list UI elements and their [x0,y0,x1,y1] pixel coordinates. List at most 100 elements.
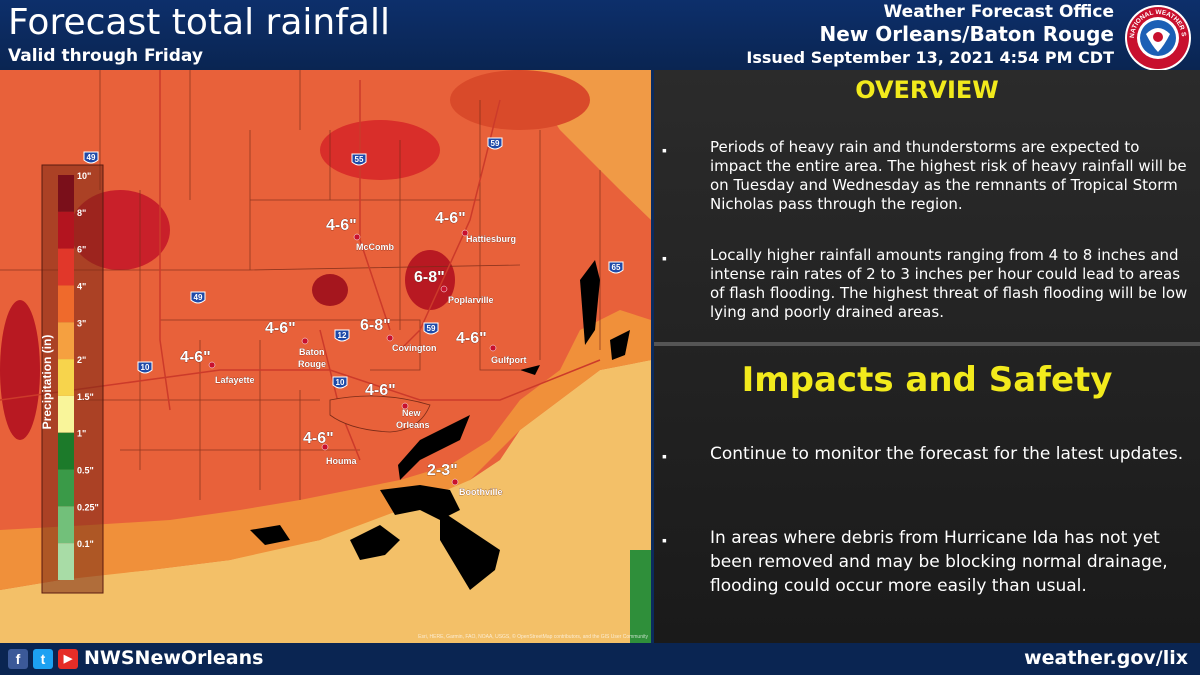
facebook-icon[interactable]: f [8,649,28,669]
svg-text:59: 59 [427,324,436,333]
legend-label: 1.5" [77,392,94,402]
impacts-title: Impacts and Safety [741,360,1113,400]
legend-swatch [58,359,74,396]
hotspot [450,70,590,130]
city-label: Lafayette [215,375,255,385]
legend-swatch [58,469,74,507]
svg-text:59: 59 [491,139,500,148]
amount-label: 4-6" [435,210,466,227]
amount-label: 2-3" [427,462,458,479]
amount-label: 4-6" [456,330,487,347]
legend-label: 0.25" [77,502,99,512]
city-label: Poplarville [448,295,494,305]
amount-label: 4-6" [326,217,357,234]
legend-label: 6" [77,245,86,255]
city-markers [208,229,497,486]
svg-text:49: 49 [87,153,96,162]
svg-text:49: 49 [194,293,203,302]
legend-label: 0.1" [77,539,94,549]
legend-swatch [58,395,74,433]
overview-title: OVERVIEW [855,76,999,104]
bullet-icon: ▪ [662,142,667,158]
page-title: Forecast total rainfall [8,2,390,43]
amount-labels: 4-6" 4-6" 6-8" 6-8" 4-6" 4-6" 4-6" 4-6" … [180,210,487,480]
shield-icon: 10 [332,376,348,389]
panel-divider [654,342,1200,346]
overview-bullet: Periods of heavy rain and thunderstorms … [710,138,1187,213]
amount-label: 6-8" [360,317,391,334]
svg-text:65: 65 [612,263,621,272]
legend-title: Precipitation (in) [40,335,54,430]
hotspot [312,274,348,306]
shield-icon: 49 [83,151,99,164]
legend-label: 8" [77,208,86,218]
bullet-icon: ▪ [662,448,667,464]
website-link[interactable]: weather.gov/lix [1024,647,1188,669]
legend-label: 10" [77,171,91,181]
legend-swatch [58,248,74,286]
amount-label: 4-6" [303,430,334,447]
hotspot [320,120,440,180]
page-subtitle: Valid through Friday [8,46,203,66]
impacts-bullet: In areas where debris from Hurricane Ida… [710,528,1168,596]
legend-labels: 10" 8" 6" 4" 3" 2" 1.5" 1" 0.5" 0.25" 0.1" [77,171,99,549]
city-label: McComb [356,242,395,252]
impacts-bullet: Continue to monitor the forecast for the… [710,444,1184,464]
legend-swatch [58,211,74,249]
shield-icon: 12 [334,329,350,342]
svg-text:10: 10 [336,378,345,387]
nws-logo: NATIONAL WEATHER SERVICE [1124,4,1191,71]
city-label: Covington [392,343,437,353]
legend-swatch [58,285,74,323]
legend-label: 2" [77,355,86,365]
city-label: Orleans [396,420,430,430]
city-labels: McComb Hattiesburg Poplarville Covington… [215,234,527,497]
city-label: Rouge [298,359,326,369]
amount-label: 6-8" [414,269,445,286]
rainfall-map-svg: 49 55 59 65 49 12 59 10 10 4-6" 4-6" 6-8… [0,70,651,643]
legend-label: 3" [77,318,86,328]
bullet-icon: ▪ [662,250,667,266]
office-label: Weather Forecast Office [883,2,1114,22]
issued-time: Issued September 13, 2021 4:54 PM CDT [746,48,1114,67]
bullet-icon: ▪ [662,532,667,548]
overview-bullet: Locally higher rainfall amounts ranging … [710,246,1188,321]
amount-label: 4-6" [365,382,396,399]
legend-swatch [58,543,74,580]
precipitation-legend: 10" 8" 6" 4" 3" 2" 1.5" 1" 0.5" 0.25" 0.1" Precipi… [40,164,104,594]
legend-swatches [58,175,74,580]
legend-label: 1" [77,429,86,439]
legend-label: 4" [77,281,86,291]
social-handle[interactable]: NWSNewOrleans [84,647,264,669]
info-panel: OVERVIEW ▪ Periods of heavy rain and thu… [654,70,1200,643]
shield-icon: 10 [137,361,153,374]
svg-text:12: 12 [338,331,347,340]
twitter-icon[interactable]: t [33,649,53,669]
city-label: Gulfport [491,355,527,365]
map-attribution: Esri, HERE, Garmin, FAO, NOAA, USGS, © O… [418,633,648,640]
amount-label: 4-6" [180,349,211,366]
legend-label: 0.5" [77,466,94,476]
coastline-marsh [250,260,630,590]
header-bar: Forecast total rainfall Valid through Fr… [0,0,1200,71]
interstate-shields: 49 55 59 65 49 12 59 10 10 [83,137,624,389]
city-label: Boothville [459,487,503,497]
footer-bar: f t ▶ NWSNewOrleans weather.gov/lix [0,643,1200,675]
amount-label: 4-6" [265,320,296,337]
svg-text:10: 10 [141,363,150,372]
shield-icon: 49 [190,291,206,304]
shield-icon: 55 [351,153,367,166]
rainfall-map: 49 55 59 65 49 12 59 10 10 4-6" 4-6" 6-8… [0,70,651,643]
legend-swatch [58,432,74,470]
city-label: Baton [299,347,325,357]
shield-icon: 59 [423,322,439,335]
shield-icon: 65 [608,261,624,274]
shield-icon: 59 [487,137,503,150]
green-patch [630,550,651,643]
legend-swatch [58,322,74,360]
youtube-icon[interactable]: ▶ [58,649,78,669]
county-lines [0,70,601,500]
hotspot [405,250,455,310]
legend-swatch [58,506,74,544]
svg-text:55: 55 [355,155,364,164]
